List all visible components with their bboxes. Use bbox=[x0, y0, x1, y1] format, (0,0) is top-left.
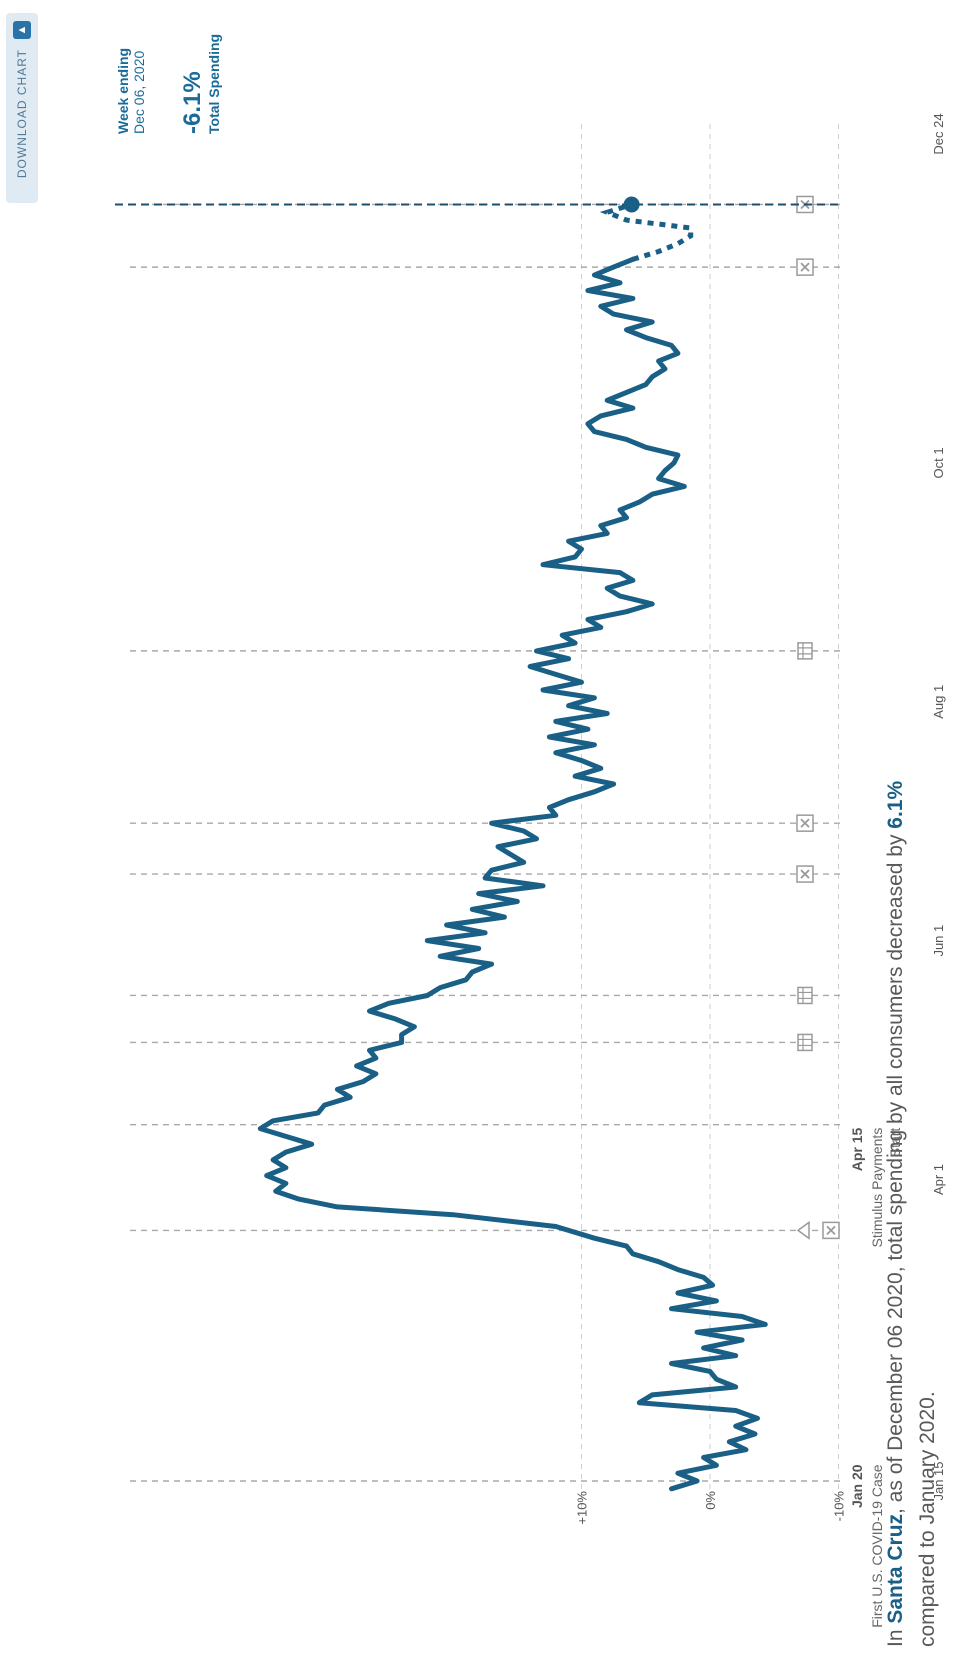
annotation-text: Start bbox=[887, 1128, 903, 1158]
annotation-date: Jan 20 bbox=[849, 1464, 865, 1508]
close-icon-cross bbox=[800, 818, 810, 828]
store-icon-detail bbox=[798, 1034, 812, 1051]
close-icon-cross bbox=[826, 1225, 836, 1236]
y-tick-label: +10% bbox=[575, 1491, 590, 1525]
x-tick-label: Jan 15 bbox=[931, 1461, 946, 1500]
store-icon bbox=[797, 1033, 813, 1052]
store-icon bbox=[797, 642, 813, 660]
y-tick-label: -10% bbox=[832, 1491, 847, 1522]
series-line-projected bbox=[599, 202, 694, 262]
store-icon bbox=[797, 986, 813, 1005]
close-icon-cross bbox=[800, 262, 810, 272]
store-icon-detail bbox=[798, 987, 812, 1004]
series-line-total-spending bbox=[257, 256, 768, 1492]
x-tick-label: Aug 1 bbox=[931, 685, 946, 719]
annotation-text: Stimulus Payments bbox=[869, 1128, 885, 1248]
annotation-date: Apr 15 bbox=[849, 1127, 865, 1171]
shutdown-icon bbox=[796, 1220, 810, 1240]
x-tick-label: Jun 1 bbox=[931, 925, 946, 957]
x-tick-label: Apr 1 bbox=[931, 1164, 946, 1195]
final-data-point bbox=[623, 196, 640, 213]
annotation-text: First U.S. COVID-19 Case bbox=[869, 1464, 885, 1628]
y-tick-label: 0% bbox=[703, 1491, 718, 1510]
x-tick-label: Oct 1 bbox=[931, 447, 946, 478]
x-tick-label: Dec 24 bbox=[931, 113, 946, 154]
store-icon-detail bbox=[798, 642, 812, 659]
close-icon-cross bbox=[800, 869, 810, 879]
